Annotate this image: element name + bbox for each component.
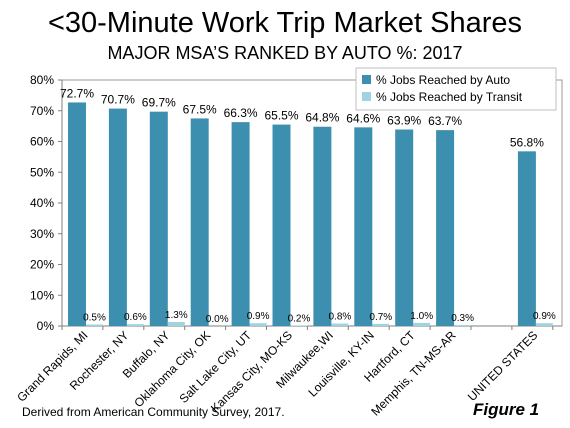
transit-bar [535,323,553,326]
transit-bar [126,324,144,326]
y-tick-label: 0% [37,319,55,333]
auto-data-label: 56.8% [510,135,544,149]
transit-data-label: 0.9% [533,311,556,322]
auto-data-label: 63.7% [428,114,462,128]
x-category-label: UNITED STATES [465,328,541,404]
legend-swatch-transit [362,92,371,101]
auto-data-label: 64.6% [346,111,380,125]
transit-bar [413,322,431,326]
legend-label-auto: % Jobs Reached by Auto [376,73,510,87]
source-note: Derived from American Community Survey, … [22,405,285,419]
auto-bar [354,127,373,326]
auto-bar [517,151,536,326]
y-tick-label: 50% [30,165,54,179]
auto-data-label: 67.5% [183,102,217,116]
transit-bar [372,323,390,326]
transit-data-label: 0.5% [83,312,106,323]
auto-bar [272,124,291,327]
auto-data-label: 70.7% [101,93,135,107]
legend-label-transit: % Jobs Reached by Transit [376,90,523,104]
auto-data-label: 63.9% [387,114,421,128]
figure-label: Figure 1 [473,400,540,419]
transit-data-label: 0.9% [247,311,270,322]
auto-data-label: 64.8% [305,111,339,125]
transit-bar [454,325,472,326]
y-tick-label: 60% [30,135,54,149]
x-category-label: Grand Rapids, MI [14,328,90,404]
auto-bar [395,129,414,326]
transit-bar [249,323,267,326]
y-tick-label: 20% [30,258,54,272]
chart-subtitle: MAJOR MSA’S RANKED BY AUTO %: 2017 [107,43,463,63]
transit-data-label: 1.0% [410,311,433,322]
auto-bar [436,130,455,326]
transit-data-label: 0.2% [288,313,311,324]
y-tick-label: 30% [30,227,54,241]
transit-data-label: 1.3% [165,310,188,321]
y-tick-label: 10% [30,288,54,302]
transit-bar [167,322,185,326]
transit-bar [86,324,103,326]
transit-data-label: 0.8% [329,312,352,323]
transit-data-label: 0.7% [369,312,392,323]
auto-bar [68,102,86,326]
auto-data-label: 69.7% [142,96,176,110]
transit-bar [331,323,349,326]
y-tick-label: 40% [30,196,54,210]
auto-bar [231,122,250,326]
auto-data-label: 72.7% [60,86,94,100]
transit-data-label: 0.6% [124,312,147,323]
chart-title: <30-Minute Work Trip Market Shares [47,7,523,39]
auto-data-label: 65.5% [264,109,298,123]
auto-bar [108,108,127,326]
legend-swatch-auto [362,75,371,84]
auto-bar [149,111,168,326]
auto-bar [313,126,332,327]
x-category-label: Oklahoma City, OK [131,328,213,410]
y-tick-label: 80% [30,73,54,87]
transit-data-label: 0.3% [451,313,474,324]
x-category-label: Salt Lake City, UT [177,328,255,406]
auto-bar [190,118,209,326]
auto-data-label: 66.3% [224,106,258,120]
transit-data-label: 0.0% [206,314,229,325]
transit-bar [290,325,308,326]
legend-box [355,67,557,111]
y-tick-label: 70% [30,104,54,118]
